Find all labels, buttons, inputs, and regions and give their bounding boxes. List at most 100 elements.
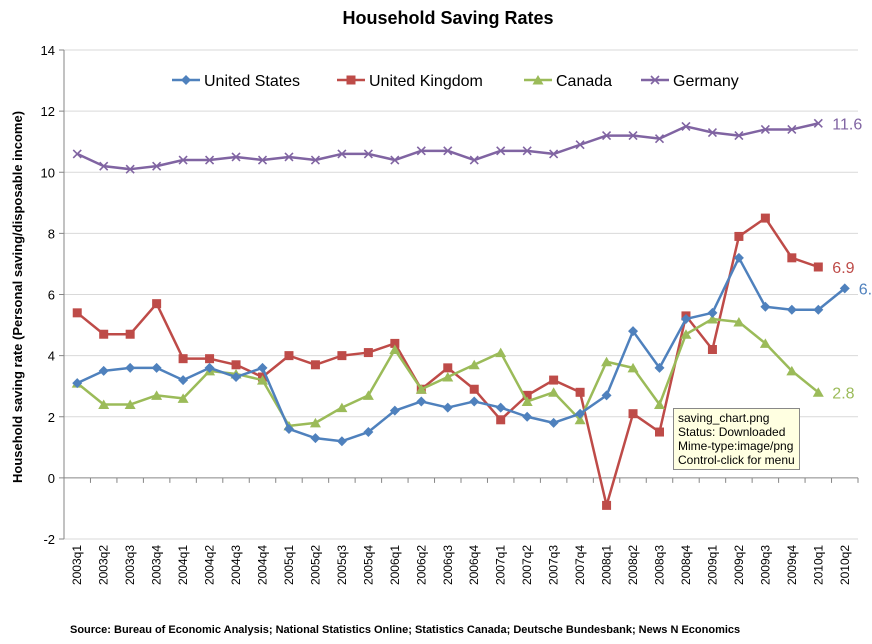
point-marker (787, 253, 797, 263)
legend-item-canada: Canada (524, 73, 612, 90)
point-marker (532, 75, 544, 85)
point-marker (310, 433, 321, 444)
point-marker (548, 417, 559, 428)
point-marker (655, 427, 664, 437)
point-marker (575, 140, 585, 150)
y-tick-label: 0 (48, 471, 55, 486)
axes (63, 50, 859, 539)
x-tick-label: 2003q2 (97, 545, 111, 585)
y-tick-label: 12 (41, 104, 55, 119)
point-marker (181, 75, 191, 85)
end-label-canada: 2.8 (832, 385, 854, 402)
point-marker (72, 149, 82, 159)
y-tick-label: 10 (41, 165, 55, 180)
x-tick-label: 2005q3 (335, 545, 349, 585)
series-canada (71, 313, 824, 431)
point-marker (337, 351, 347, 361)
legend-label: Canada (556, 73, 612, 90)
x-tick-label: 2004q4 (256, 545, 270, 585)
point-marker (650, 75, 660, 85)
x-tick-label: 2009q4 (785, 545, 799, 585)
x-tick-label: 2007q2 (520, 545, 534, 585)
point-marker (178, 354, 188, 364)
tooltip-mime-type: Mime-type:image/png (678, 439, 794, 453)
y-axis-label: Household saving rate (Personal saving/d… (10, 111, 25, 483)
tooltip-status: Status: Downloaded (678, 425, 786, 439)
point-marker (522, 146, 532, 156)
point-marker (309, 417, 321, 428)
chart-title: Household Saving Rates (342, 8, 553, 28)
point-marker (734, 231, 744, 241)
x-tick-label: 2006q1 (388, 545, 402, 585)
point-marker (72, 378, 83, 389)
point-marker (654, 362, 665, 373)
point-marker (416, 396, 427, 407)
point-marker (98, 365, 109, 376)
x-tick-label: 2005q1 (282, 545, 296, 585)
x-tick-label: 2006q2 (414, 545, 428, 585)
y-tick-label: 6 (48, 288, 55, 303)
x-tick-label: 2003q4 (150, 545, 164, 585)
point-marker (787, 124, 797, 135)
point-marker (443, 363, 453, 373)
point-marker (760, 301, 771, 312)
point-marker (813, 118, 823, 128)
point-marker (336, 436, 347, 447)
series-layer (71, 118, 850, 510)
point-marker (549, 375, 559, 385)
point-marker (654, 399, 665, 410)
point-marker (681, 121, 691, 131)
point-marker (759, 338, 771, 348)
point-marker (496, 146, 506, 156)
point-marker (346, 75, 356, 85)
x-tick-label: 2010q1 (811, 545, 825, 585)
x-tick-label: 2007q4 (573, 545, 587, 585)
point-marker (363, 149, 373, 159)
y-tick-label: 4 (48, 349, 55, 364)
point-marker (442, 402, 453, 413)
point-marker (390, 155, 400, 165)
tooltip-filename: saving_chart.png (678, 411, 770, 425)
point-marker (124, 399, 136, 410)
x-tick-label: 2008q4 (679, 545, 693, 585)
point-marker (389, 344, 401, 355)
point-marker (839, 283, 850, 294)
point-marker (152, 161, 162, 171)
point-marker (495, 347, 507, 358)
point-marker (231, 360, 241, 370)
point-marker (284, 152, 294, 162)
x-tick-labels: 2003q1 2003q2 2003q3 2003q4 2004q1 2004q2 2004… (70, 545, 852, 585)
point-marker (416, 146, 426, 156)
point-marker (125, 329, 135, 339)
point-marker (654, 134, 665, 144)
x-tick-label: 2006q3 (441, 545, 455, 585)
point-marker (442, 372, 454, 382)
x-tick-label: 2007q3 (547, 545, 561, 585)
end-labels: 11.6 6.9 2.8 6.2 (832, 116, 872, 402)
x-tick-label: 2005q2 (308, 545, 322, 585)
point-marker (469, 396, 480, 407)
point-marker (813, 262, 823, 272)
point-marker (734, 131, 744, 141)
point-marker (310, 155, 320, 165)
point-marker (496, 415, 506, 425)
point-marker (628, 326, 639, 337)
point-marker (362, 390, 374, 400)
point-marker (284, 351, 294, 361)
point-marker (522, 411, 533, 422)
point-marker (680, 313, 691, 324)
point-marker (495, 402, 506, 413)
point-marker (627, 362, 639, 373)
point-marker (337, 149, 347, 159)
point-marker (548, 387, 560, 397)
x-tick-label: 2003q3 (123, 545, 137, 585)
legend-item-united-states: United States (172, 73, 300, 90)
point-marker (574, 414, 586, 425)
point-marker (707, 127, 717, 138)
point-marker (733, 252, 744, 263)
x-tick-label: 2005q4 (361, 545, 375, 585)
point-marker (151, 362, 162, 373)
download-tooltip: saving_chart.png Status: Downloaded Mime… (673, 408, 800, 470)
point-marker (177, 393, 189, 403)
point-marker (72, 308, 82, 318)
